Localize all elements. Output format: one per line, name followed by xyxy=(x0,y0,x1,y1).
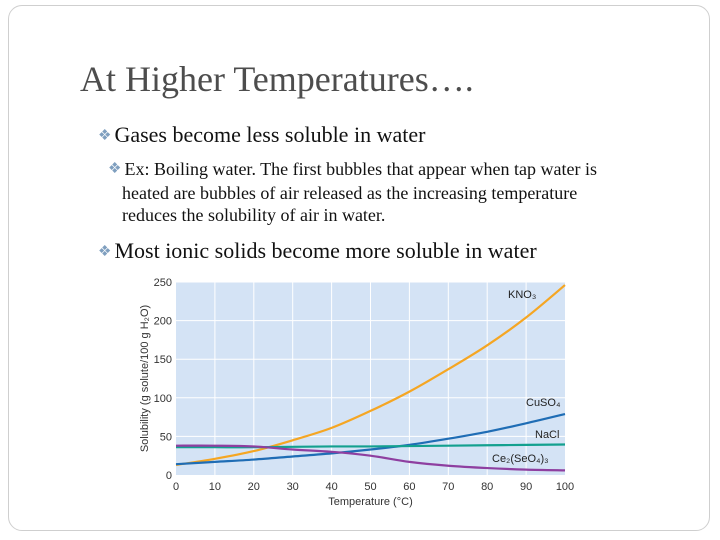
sub-bullet-example: ❖ Ex: Boiling water. The first bubbles th… xyxy=(108,158,668,226)
y-tick-label: 50 xyxy=(160,431,172,443)
series-line xyxy=(175,412,566,466)
bullet-marker-icon: ❖ xyxy=(98,128,112,144)
x-tick-label: 60 xyxy=(403,481,415,493)
bullet-ionic-solids: ❖ Most ionic solids become more soluble i… xyxy=(98,238,537,264)
x-tick-labels: 0 10 20 30 40 50 60 70 80 90 100 xyxy=(173,481,574,493)
y-tick-label: 100 xyxy=(154,393,172,405)
series-labels: KNO₃ CuSO₄ NaCl Ce₂(SeO₄)₃ xyxy=(492,289,561,465)
sub-bullet-text-1: Ex: Boiling water. The first bubbles tha… xyxy=(124,159,597,179)
x-tick-label: 20 xyxy=(248,481,260,493)
series-label: NaCl xyxy=(535,429,559,441)
series-label: CuSO₄ xyxy=(526,397,561,409)
grid-lines xyxy=(176,281,565,475)
x-tick-label: 100 xyxy=(556,481,574,493)
y-tick-label: 0 xyxy=(166,470,172,482)
series-lines xyxy=(175,284,566,472)
slide-frame xyxy=(8,5,710,531)
sub-bullet-marker-icon: ❖ xyxy=(108,161,122,177)
bullet-marker-icon: ❖ xyxy=(98,244,112,260)
bullet-ionic-solids-text: Most ionic solids become more soluble in… xyxy=(114,238,537,263)
x-tick-label: 70 xyxy=(442,481,454,493)
x-tick-label: 80 xyxy=(481,481,493,493)
series-line xyxy=(175,284,566,467)
y-tick-label: 200 xyxy=(154,316,172,328)
slide-title: At Higher Temperatures…. xyxy=(80,59,474,99)
sub-bullet-line-1: ❖ Ex: Boiling water. The first bubbles th… xyxy=(108,158,668,182)
x-tick-label: 10 xyxy=(209,481,221,493)
series-label: KNO₃ xyxy=(508,289,536,301)
x-tick-label: 40 xyxy=(325,481,337,493)
series-label: Ce₂(SeO₄)₃ xyxy=(492,453,549,465)
x-tick-label: 90 xyxy=(520,481,532,493)
series-line xyxy=(175,444,566,472)
bullet-gases-text: Gases become less soluble in water xyxy=(114,122,426,147)
x-tick-label: 30 xyxy=(287,481,299,493)
x-axis-label: Temperature (°C) xyxy=(328,496,412,508)
y-tick-label: 250 xyxy=(154,277,172,289)
y-tick-labels: 0 50 100 150 200 250 xyxy=(154,277,172,482)
y-tick-label: 150 xyxy=(154,354,172,366)
x-tick-label: 0 xyxy=(173,481,179,493)
sub-bullet-line-2: heated are bubbles of air released as th… xyxy=(122,183,578,203)
bullet-gases: ❖ Gases become less soluble in water xyxy=(98,122,425,148)
sub-bullet-line-3: reduces the solubility of air in water. xyxy=(122,205,386,225)
x-tick-label: 50 xyxy=(364,481,376,493)
series-line xyxy=(176,443,566,449)
y-axis-label: Solubility (g solute/100 g H₂O) xyxy=(139,305,151,452)
